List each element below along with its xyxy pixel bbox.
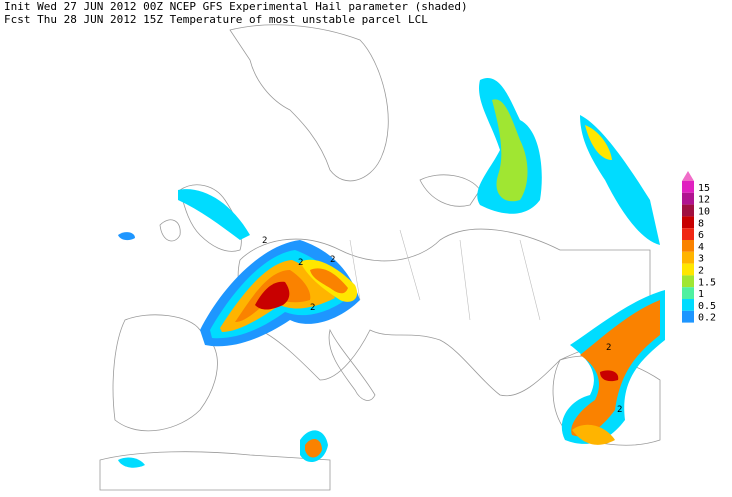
legend-swatch bbox=[682, 181, 694, 193]
hail-shading bbox=[118, 78, 665, 468]
legend-swatch bbox=[682, 310, 694, 323]
header-line: Init Wed 27 JUN 2012 00Z NCEP GFS Experi… bbox=[4, 0, 468, 13]
legend-label: 1 bbox=[698, 289, 704, 300]
legend-label: 3 bbox=[698, 254, 704, 265]
legend-swatch bbox=[682, 240, 694, 252]
legend-label: 0.5 bbox=[698, 301, 716, 312]
legend-label: 10 bbox=[698, 207, 710, 218]
contour-label: 2 bbox=[262, 236, 267, 246]
legend-label: 12 bbox=[698, 195, 710, 206]
contour-label: 2 bbox=[310, 303, 315, 313]
legend-swatch bbox=[682, 228, 694, 240]
legend-label: 8 bbox=[698, 218, 704, 229]
legend-label: 15 bbox=[698, 183, 710, 194]
contour-labels: 2 2 2 2 2 2 bbox=[262, 236, 622, 415]
legend-label: 1.5 bbox=[698, 277, 716, 288]
legend-label: 0.2 bbox=[698, 313, 716, 324]
legend-swatch bbox=[682, 192, 694, 205]
legend-swatch bbox=[682, 287, 694, 299]
contour-label: 2 bbox=[298, 258, 303, 268]
legend-label: 2 bbox=[698, 266, 704, 277]
legend-label: 4 bbox=[698, 242, 704, 253]
contour-label: 2 bbox=[617, 405, 622, 415]
contour-label: 2 bbox=[606, 343, 611, 353]
contour-label: 2 bbox=[330, 255, 335, 265]
legend-swatch bbox=[682, 251, 694, 264]
legend-swatch bbox=[682, 299, 694, 311]
header-line: Fcst Thu 28 JUN 2012 15Z Temperature of … bbox=[4, 13, 428, 26]
legend-swatch bbox=[682, 263, 694, 276]
legend-label: 6 bbox=[698, 230, 704, 241]
legend-swatch bbox=[682, 275, 694, 288]
legend-over-arrow bbox=[682, 171, 694, 181]
legend-swatch bbox=[682, 204, 694, 217]
legend-swatch bbox=[682, 216, 694, 229]
